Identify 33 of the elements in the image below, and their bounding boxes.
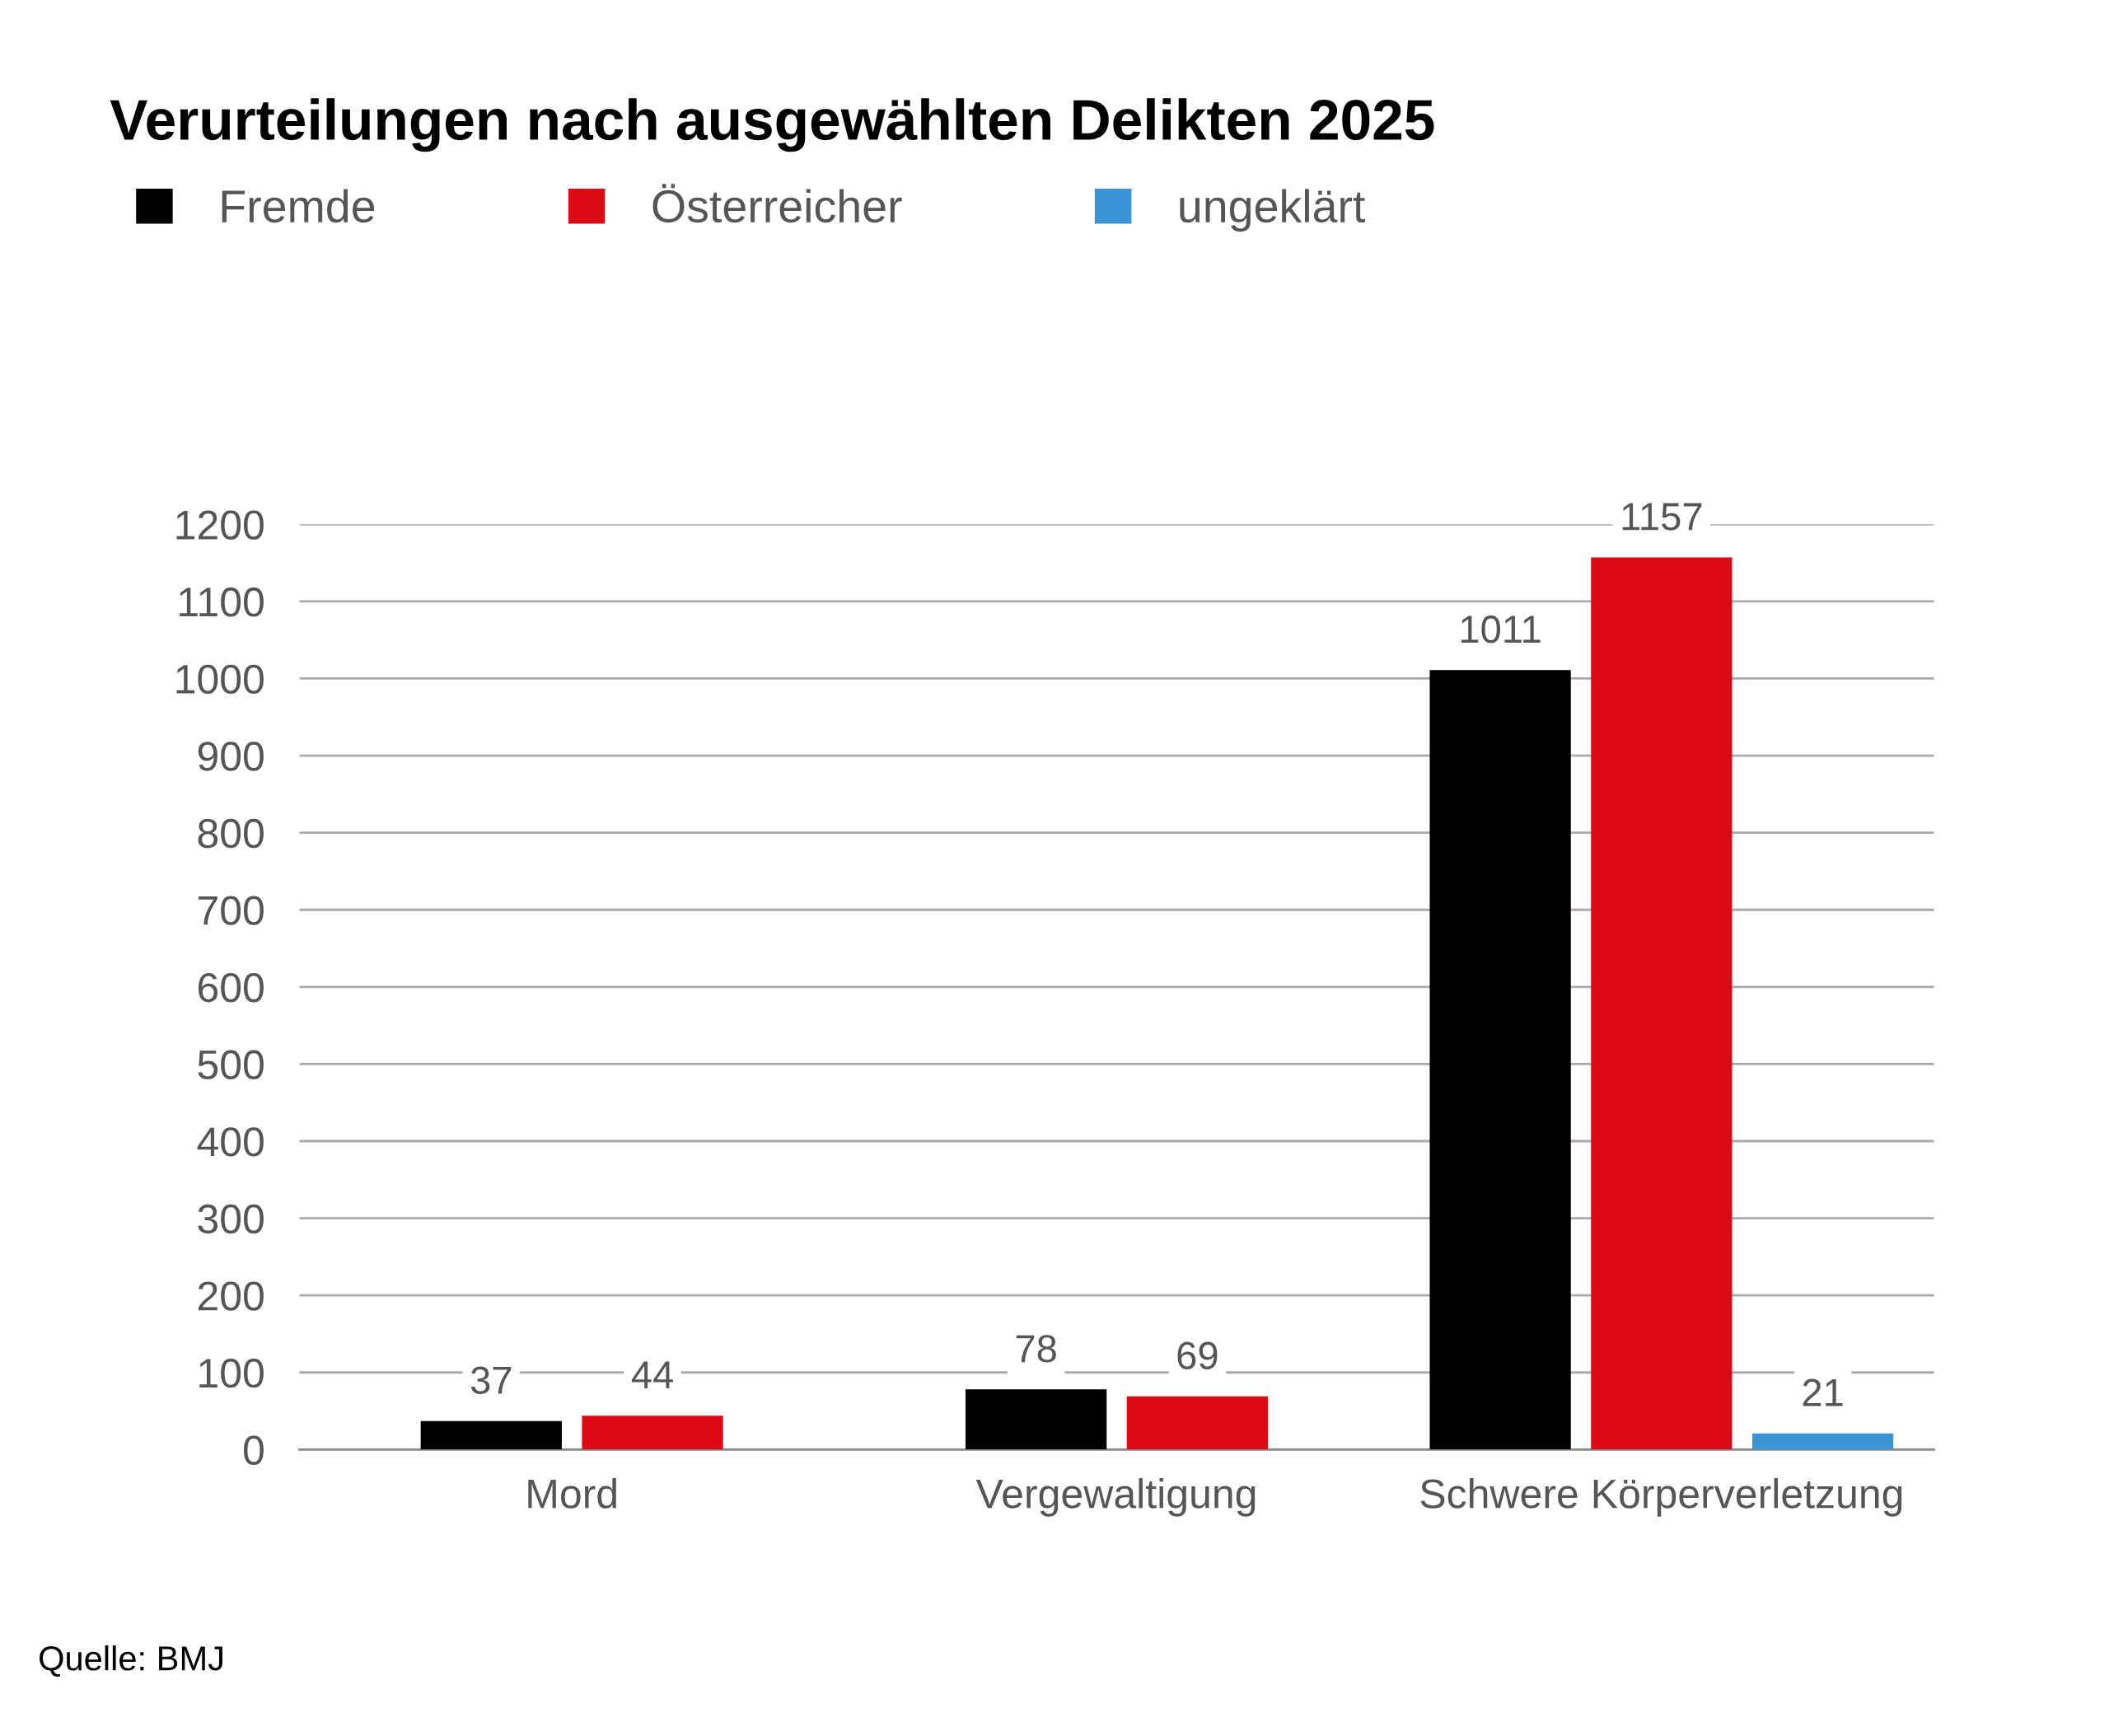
data-label: 78 <box>1016 1335 1056 1363</box>
bar <box>582 1415 723 1450</box>
y-tick-label: 900 <box>198 742 264 771</box>
x-tick-label: Vergewaltigung <box>975 1478 1256 1517</box>
y-tick-label: 800 <box>198 818 264 849</box>
y-tick-label: 1000 <box>176 664 264 695</box>
source-note: Quelle: BMJ <box>40 1645 222 1678</box>
y-tick-label: 200 <box>198 1281 264 1311</box>
bar <box>1591 557 1733 1450</box>
x-tick-label: Mord <box>528 1478 616 1509</box>
y-tick-label: 1200 <box>176 510 264 540</box>
y-tick-label: 700 <box>199 896 264 925</box>
legend-label: Österreicher <box>652 184 902 223</box>
y-tick-label: 600 <box>198 973 264 1003</box>
data-label: 1011 <box>1461 615 1541 643</box>
bar <box>420 1420 562 1450</box>
y-tick-label: 0 <box>244 1435 264 1465</box>
data-label: 69 <box>1177 1341 1218 1370</box>
legend-label: ungeklärt <box>1180 189 1366 232</box>
bar <box>1751 1433 1894 1450</box>
y-tick-label: 100 <box>199 1358 264 1388</box>
y-tick-label: 500 <box>198 1050 264 1080</box>
y-tick-label: 400 <box>197 1127 264 1157</box>
data-label: 1157 <box>1622 503 1702 531</box>
data-label: 44 <box>631 1361 673 1388</box>
data-label: 21 <box>1803 1378 1843 1406</box>
y-tick-label: 300 <box>198 1204 264 1234</box>
y-tick-label: 1100 <box>180 587 264 617</box>
chart-title: Verurteilungen nach ausgewählten Delikten 2025 <box>110 98 1434 152</box>
x-tick-label: Schwere Körperverletzung <box>1420 1478 1902 1517</box>
bar <box>1429 670 1571 1450</box>
legend-label: Fremde <box>222 189 375 223</box>
data-label: 37 <box>470 1366 512 1394</box>
